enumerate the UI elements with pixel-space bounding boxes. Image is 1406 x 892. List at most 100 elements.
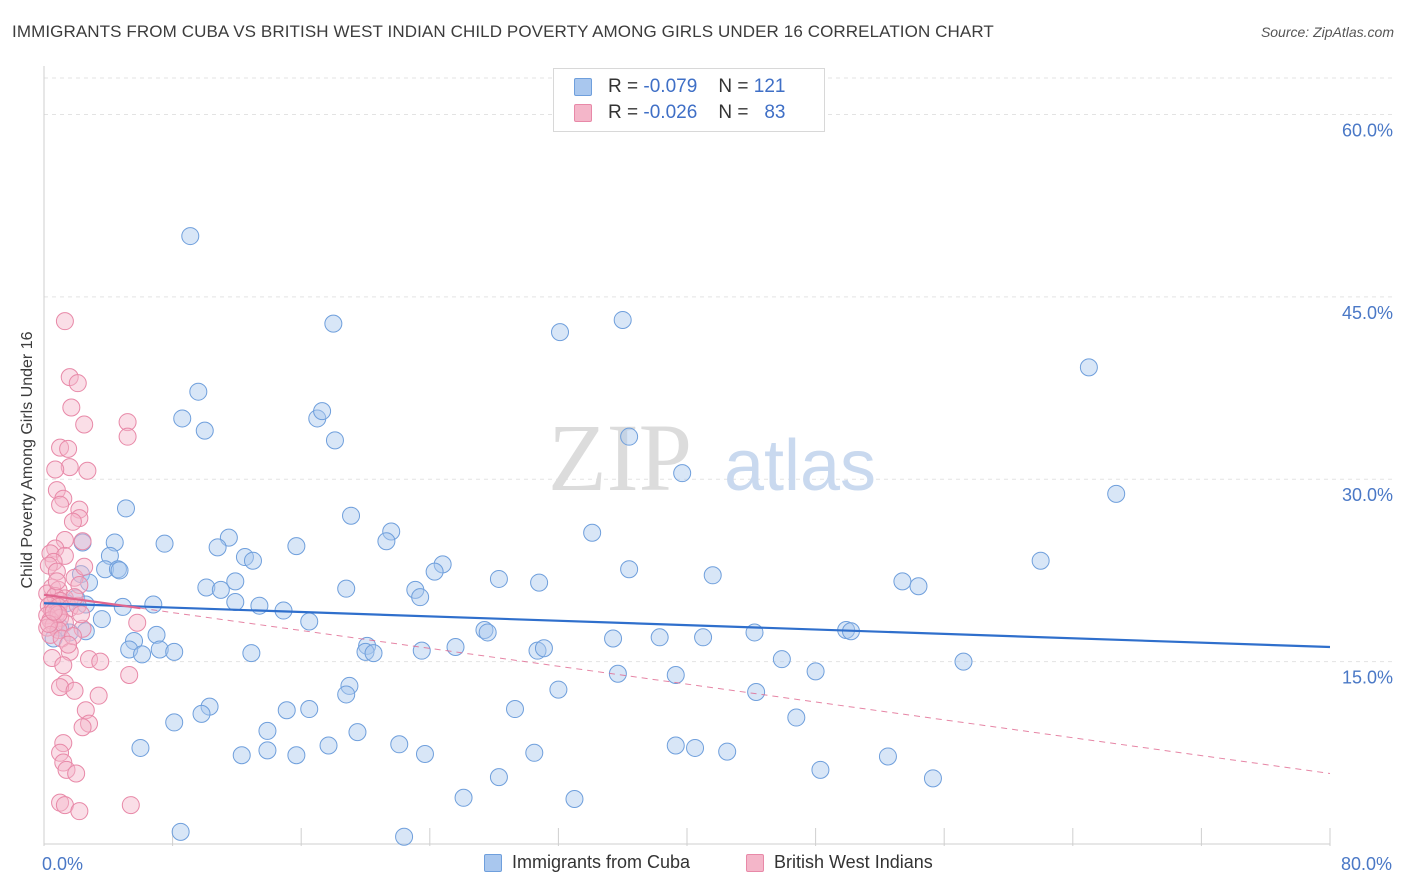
- trend-line-cuba: [43, 602, 1331, 649]
- point-cuba: [412, 641, 431, 660]
- point-cuba: [772, 650, 791, 669]
- watermark-zip: ZIP: [548, 404, 692, 511]
- point-cuba: [208, 538, 227, 557]
- tick-labels: 15.0% 30.0% 45.0% 60.0% 0.0% 80.0%: [42, 120, 1393, 874]
- point-cuba: [1031, 551, 1050, 570]
- point-bwi: [75, 415, 94, 434]
- point-bwi: [89, 686, 108, 705]
- point-cuba: [549, 680, 568, 699]
- point-cuba: [211, 580, 230, 599]
- r-label: R =: [608, 102, 639, 123]
- point-cuba: [165, 713, 184, 732]
- stats-legend-row-bwi: R = -0.026 N = 83: [574, 100, 785, 126]
- point-cuba: [666, 736, 685, 755]
- point-cuba: [620, 427, 639, 446]
- point-bwi: [118, 427, 137, 446]
- point-bwi: [128, 613, 147, 632]
- stats-legend: R = -0.079 N = 121 R = -0.026 N = 83: [553, 68, 825, 132]
- point-bwi: [62, 398, 81, 417]
- point-cuba: [703, 566, 722, 585]
- point-bwi: [80, 650, 99, 669]
- point-cuba: [489, 569, 508, 588]
- point-bwi: [55, 546, 74, 565]
- point-cuba: [395, 827, 414, 846]
- point-bwi: [71, 605, 90, 624]
- point-bwi: [120, 665, 139, 684]
- point-cuba: [192, 704, 211, 723]
- point-cuba: [337, 579, 356, 598]
- r-value: -0.079: [643, 76, 698, 97]
- point-cuba: [747, 683, 766, 702]
- point-cuba: [565, 790, 584, 809]
- r-label: R =: [608, 76, 639, 97]
- chart-title: IMMIGRANTS FROM CUBA VS BRITISH WEST IND…: [12, 22, 994, 41]
- point-cuba: [534, 639, 553, 658]
- y-tick-label: 60.0%: [1342, 120, 1393, 140]
- point-cuba: [96, 560, 115, 579]
- point-cuba: [133, 645, 152, 664]
- point-bwi: [47, 572, 66, 591]
- point-cuba: [806, 662, 825, 681]
- point-cuba: [583, 523, 602, 542]
- point-bwi: [57, 760, 76, 779]
- point-cuba: [505, 700, 524, 719]
- point-cuba: [613, 310, 632, 329]
- point-cuba: [226, 572, 245, 591]
- point-cuba: [324, 314, 343, 333]
- point-cuba: [382, 522, 401, 541]
- point-bwi: [51, 678, 70, 697]
- point-bwi: [91, 652, 110, 671]
- point-cuba: [165, 642, 184, 661]
- point-cuba: [116, 499, 135, 518]
- point-cuba: [226, 593, 245, 612]
- point-bwi: [59, 439, 78, 458]
- point-cuba: [878, 747, 897, 766]
- legend-label-bwi: British West Indians: [774, 852, 933, 872]
- point-cuba: [411, 588, 430, 607]
- legend-item-cuba[interactable]: Immigrants from Cuba: [484, 852, 690, 873]
- point-cuba: [551, 323, 570, 342]
- point-cuba: [144, 595, 163, 614]
- point-cuba: [348, 723, 367, 742]
- point-cuba: [478, 623, 497, 642]
- legend-item-bwi[interactable]: British West Indians: [746, 852, 933, 873]
- point-cuba: [287, 746, 306, 765]
- point-cuba: [337, 685, 356, 704]
- point-cuba: [1079, 358, 1098, 377]
- stats-legend-row-cuba: R = -0.079 N = 121: [574, 74, 785, 100]
- point-bwi: [51, 793, 70, 812]
- trend-line-bwi-dashed: [140, 607, 1331, 774]
- point-bwi: [51, 495, 70, 514]
- point-bwi: [55, 312, 74, 331]
- data-points: [38, 227, 1126, 846]
- point-cuba: [181, 227, 200, 246]
- point-cuba: [1107, 484, 1126, 503]
- point-bwi: [54, 656, 73, 675]
- n-value: 83: [764, 102, 786, 123]
- legend-label-cuba: Immigrants from Cuba: [512, 852, 691, 872]
- point-bwi: [75, 557, 94, 576]
- point-cuba: [258, 721, 277, 740]
- point-cuba: [300, 700, 319, 719]
- point-bwi: [51, 743, 70, 762]
- point-cuba: [319, 736, 338, 755]
- point-bwi: [78, 461, 97, 480]
- legend-swatch-bwi: [574, 104, 592, 122]
- point-cuba: [105, 533, 124, 552]
- series-legend: Immigrants from Cuba British West Indian…: [0, 852, 1406, 878]
- point-bwi: [67, 764, 86, 783]
- point-bwi: [76, 701, 95, 720]
- point-cuba: [530, 573, 549, 592]
- legend-swatch-bwi: [746, 853, 764, 872]
- point-bwi: [121, 796, 140, 815]
- point-cuba: [787, 708, 806, 727]
- point-cuba: [525, 743, 544, 762]
- point-cuba: [131, 738, 150, 757]
- point-cuba: [325, 431, 344, 450]
- point-cuba: [258, 741, 277, 760]
- point-cuba: [686, 738, 705, 757]
- trend-line-bwi-solid: [43, 593, 141, 610]
- point-cuba: [475, 621, 494, 640]
- y-tick-label: 15.0%: [1342, 668, 1393, 688]
- point-cuba: [197, 578, 216, 597]
